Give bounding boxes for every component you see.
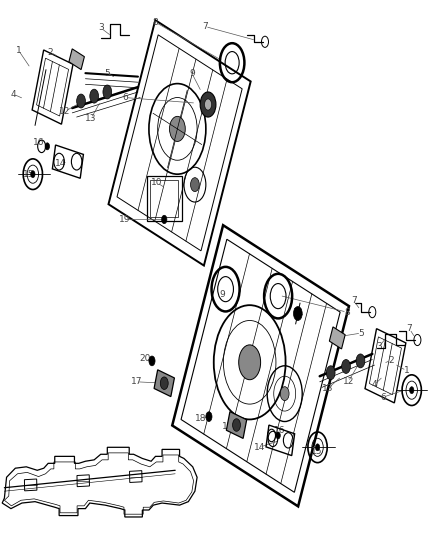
Text: 12: 12	[343, 377, 354, 386]
Text: 10: 10	[151, 178, 162, 187]
Circle shape	[191, 177, 199, 191]
Text: 4: 4	[372, 380, 377, 389]
Text: 20: 20	[140, 354, 151, 364]
Text: 3: 3	[98, 23, 104, 33]
Text: 11: 11	[293, 308, 304, 317]
Circle shape	[315, 444, 320, 451]
Polygon shape	[226, 411, 247, 439]
Circle shape	[342, 360, 350, 374]
Text: 7: 7	[202, 22, 208, 31]
Text: 5: 5	[104, 69, 110, 78]
Circle shape	[31, 171, 35, 177]
Circle shape	[77, 94, 85, 108]
Polygon shape	[329, 327, 345, 349]
Circle shape	[206, 412, 212, 422]
Circle shape	[276, 432, 280, 439]
Text: 1: 1	[15, 46, 21, 55]
Circle shape	[356, 354, 365, 368]
Text: 13: 13	[85, 114, 97, 123]
Text: 16: 16	[274, 426, 285, 435]
Text: 9: 9	[219, 289, 226, 298]
Circle shape	[205, 99, 212, 110]
Circle shape	[45, 143, 49, 150]
Text: 6: 6	[380, 393, 386, 402]
Polygon shape	[154, 370, 174, 397]
Text: 14: 14	[55, 159, 66, 168]
Circle shape	[162, 215, 167, 224]
Text: 17: 17	[222, 422, 233, 431]
Text: 4: 4	[11, 90, 16, 99]
Circle shape	[326, 366, 335, 379]
Text: 2: 2	[388, 356, 393, 365]
Text: 1: 1	[403, 366, 410, 375]
Circle shape	[149, 356, 155, 366]
Text: 19: 19	[119, 215, 131, 224]
Text: 7: 7	[351, 296, 357, 305]
Text: 15: 15	[23, 169, 34, 179]
Circle shape	[233, 419, 240, 431]
Text: 8: 8	[344, 308, 350, 317]
Text: 12: 12	[59, 107, 71, 116]
Circle shape	[170, 116, 185, 141]
Circle shape	[103, 85, 112, 99]
Text: 6: 6	[122, 93, 128, 102]
Polygon shape	[69, 49, 85, 70]
Text: 14: 14	[254, 443, 265, 452]
Text: 18: 18	[195, 414, 206, 423]
Circle shape	[410, 386, 414, 394]
Text: 9: 9	[189, 69, 195, 78]
Text: 16: 16	[33, 139, 44, 147]
Text: 5: 5	[358, 328, 364, 337]
Circle shape	[90, 89, 99, 103]
Text: 7: 7	[406, 325, 413, 333]
Text: 3: 3	[376, 343, 382, 351]
Circle shape	[200, 92, 216, 117]
Text: 8: 8	[152, 18, 159, 27]
Circle shape	[293, 306, 302, 320]
Text: 13: 13	[322, 384, 333, 393]
Text: 15: 15	[311, 447, 322, 456]
Circle shape	[280, 386, 289, 401]
Circle shape	[239, 345, 261, 379]
Circle shape	[160, 377, 168, 390]
Text: 17: 17	[131, 377, 142, 386]
Text: 2: 2	[48, 48, 53, 56]
